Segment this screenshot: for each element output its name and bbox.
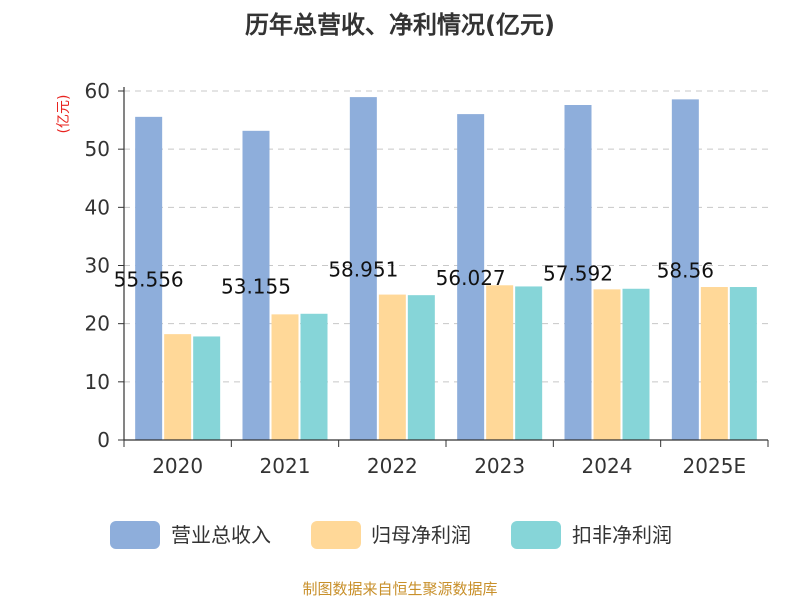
bar-2-2024[interactable] <box>593 289 621 440</box>
y-tick-label: 20 <box>85 312 110 336</box>
data-label: 53.155 <box>221 274 291 298</box>
bar-3-2025E[interactable] <box>729 287 757 440</box>
y-tick-label: 50 <box>85 137 110 161</box>
bar-3-2020[interactable] <box>193 336 221 440</box>
bar-1-2023[interactable] <box>457 114 485 440</box>
y-tick-label: 40 <box>85 195 110 219</box>
bar-2-2021[interactable] <box>271 314 299 440</box>
legend-swatch-3[interactable] <box>511 521 561 549</box>
bar-3-2022[interactable] <box>407 295 435 440</box>
bar-1-2021[interactable] <box>242 130 270 441</box>
legend-label-2[interactable]: 归母净利润 <box>371 523 471 547</box>
bar-2-2020[interactable] <box>164 334 192 440</box>
legend-swatch-2[interactable] <box>311 521 361 549</box>
y-tick-label: 0 <box>97 428 110 452</box>
chart-title: 历年总营收、净利情况(亿元) <box>245 11 555 39</box>
bar-1-2020[interactable] <box>135 116 163 440</box>
bars <box>135 97 757 441</box>
data-label: 58.951 <box>328 258 398 282</box>
bar-1-2022[interactable] <box>349 97 377 440</box>
bar-3-2023[interactable] <box>515 286 543 440</box>
x-tick-label: 2022 <box>367 454 418 478</box>
bar-3-2021[interactable] <box>300 313 328 440</box>
grid <box>124 90 768 383</box>
bar-2-2022[interactable] <box>378 294 406 440</box>
x-tick-label: 2025E <box>683 454 747 478</box>
x-tick-label: 2021 <box>260 454 311 478</box>
y-axis-label: (亿元) <box>56 95 72 134</box>
bar-1-2024[interactable] <box>564 105 592 440</box>
bar-2-2025E[interactable] <box>700 287 728 440</box>
source-note: 制图数据来自恒生聚源数据库 <box>302 580 497 598</box>
data-label: 58.56 <box>657 259 714 283</box>
data-label: 57.592 <box>543 262 613 286</box>
data-labels: 55.556 53.155 58.951 56.027 57.592 58.56 <box>114 258 714 299</box>
bar-2-2023[interactable] <box>486 285 514 440</box>
y-tick-label: 10 <box>85 370 110 394</box>
x-tick-label: 2023 <box>474 454 525 478</box>
legend-label-1[interactable]: 营业总收入 <box>171 523 271 547</box>
data-label: 56.027 <box>436 266 506 290</box>
bar-3-2024[interactable] <box>622 288 650 440</box>
legend-label-3[interactable]: 扣非净利润 <box>572 523 672 547</box>
x-tick-label: 2024 <box>582 454 633 478</box>
legend[interactable]: 营业总收入 归母净利润 扣非净利润 <box>110 521 672 549</box>
x-tick-label: 2020 <box>152 454 203 478</box>
ticks: 0 10 20 30 40 50 60 2020 2021 2022 2023 2024 2025E <box>85 79 747 478</box>
bar-1-2025E[interactable] <box>671 99 699 440</box>
y-tick-label: 30 <box>85 254 110 278</box>
legend-swatch-1[interactable] <box>110 521 160 549</box>
data-label: 55.556 <box>114 267 184 291</box>
y-tick-label: 60 <box>85 79 110 103</box>
